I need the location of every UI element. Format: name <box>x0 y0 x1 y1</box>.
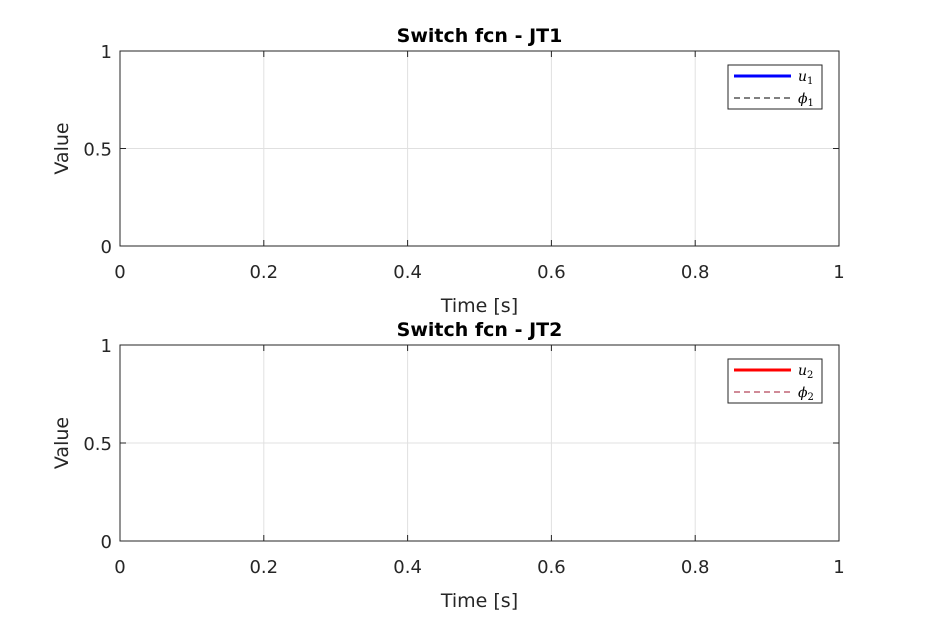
y-tick-label: 0.5 <box>83 434 112 455</box>
chart-title: Switch fcn - JT1 <box>397 25 563 47</box>
y-tick-label: 0.5 <box>83 140 112 161</box>
chart-title: Switch fcn - JT2 <box>397 319 563 341</box>
legend-box <box>727 358 823 404</box>
x-tick-label: 0.2 <box>249 557 278 578</box>
subplot-1: 0 0.2 0.4 0.6 0.8 1 0 0.5 1 Switch fcn - JT1 Time … <box>51 25 845 317</box>
x-tick-label: 0.6 <box>537 262 566 283</box>
x-tick-label: 0.8 <box>681 557 710 578</box>
x-tick-label: 1 <box>833 557 844 578</box>
y-tick-label: 1 <box>101 42 112 63</box>
y-tick-label: 1 <box>101 336 112 357</box>
x-tick-label: 0 <box>114 557 125 578</box>
y-tick-label: 0 <box>101 532 112 553</box>
x-tick-label: 0.6 <box>537 557 566 578</box>
x-tick-label: 0 <box>114 262 125 283</box>
x-tick-label: 0.4 <box>393 557 422 578</box>
legend-subscript: 1 <box>808 98 814 109</box>
x-tick-label: 0.4 <box>393 262 422 283</box>
x-axis-label: Time [s] <box>440 590 518 612</box>
x-tick-label: 1 <box>833 262 844 283</box>
subplot-2: 0 0.2 0.4 0.6 0.8 1 0 0.5 1 Switch fcn - JT2 Time … <box>51 319 845 612</box>
legend-subscript: 2 <box>808 392 814 403</box>
legend-box <box>727 64 823 110</box>
x-tick-label: 0.8 <box>681 262 710 283</box>
y-tick-label: 0 <box>101 237 112 258</box>
legend-subscript: 2 <box>807 370 813 381</box>
legend-subscript: 1 <box>807 76 813 87</box>
y-axis-label: Value <box>51 417 73 469</box>
x-axis-label: Time [s] <box>440 295 518 317</box>
y-axis-label: Value <box>51 122 73 174</box>
x-tick-label: 0.2 <box>249 262 278 283</box>
